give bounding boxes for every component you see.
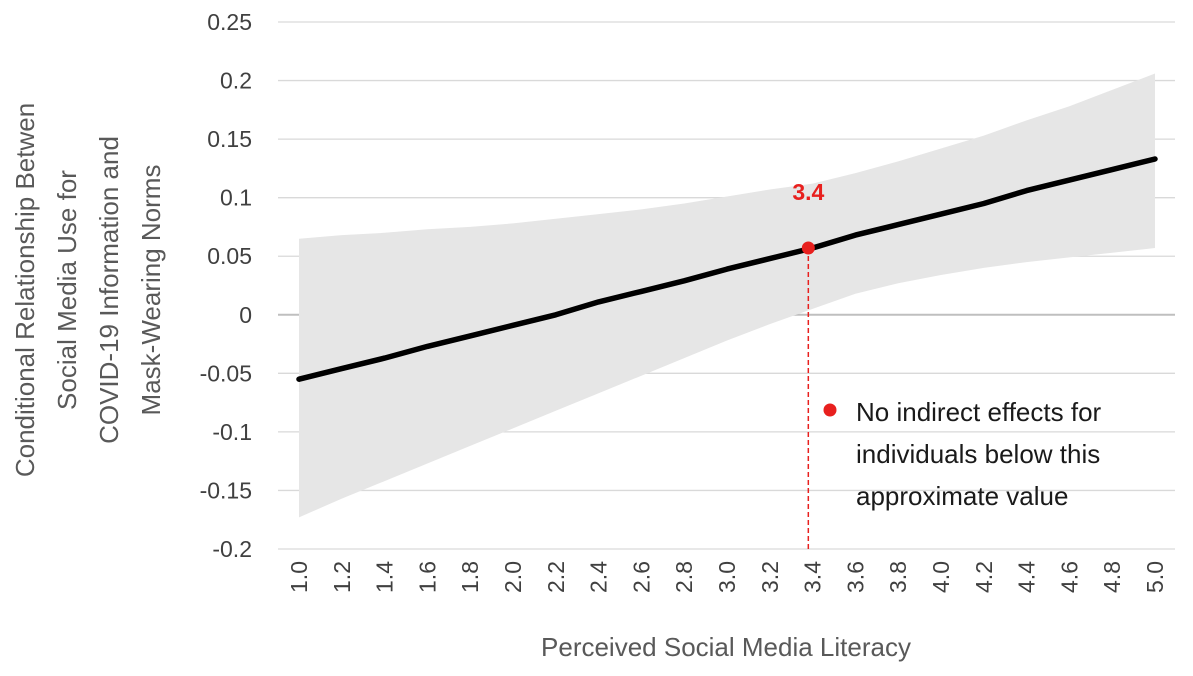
- legend-text-line: individuals below this: [856, 439, 1100, 469]
- x-tick-label: 2.2: [543, 561, 569, 593]
- x-axis-ticks: 1.0 1.2 1.4 1.6 1.8 2.0 2.2 2.4 2.6 2.8 3.0 3.2 3.4 3…: [286, 561, 1168, 593]
- y-tick-label: -0.15: [200, 477, 252, 503]
- x-tick-label: 1.4: [372, 561, 398, 593]
- x-tick-label: 1.6: [414, 561, 440, 593]
- x-axis-title: Perceived Social Media Literacy: [541, 632, 911, 662]
- y-tick-label: 0.1: [220, 185, 252, 211]
- y-axis-title: Conditional Relationship Betwen Social Me…: [10, 103, 166, 477]
- x-tick-label: 2.8: [671, 561, 697, 593]
- x-tick-label: 3.4: [800, 561, 826, 593]
- y-tick-label: 0.25: [207, 9, 252, 35]
- x-tick-label: 2.4: [586, 561, 612, 593]
- x-tick-label: 3.6: [842, 561, 868, 593]
- series-lines: [296, 156, 1158, 382]
- x-tick-label: 2.6: [628, 561, 654, 593]
- x-tick-label: 1.0: [286, 561, 312, 593]
- x-tick-label: 4.2: [971, 561, 997, 593]
- y-tick-label: 0.2: [220, 68, 252, 94]
- y-axis-ticks: 0.25 0.2 0.15 0.1 0.05 0 -0.05 -0.1 -0.15 -0.2: [200, 9, 252, 562]
- y-axis-title-line: Social Media Use for: [52, 170, 82, 410]
- threshold-value-label: 3.4: [792, 179, 824, 205]
- y-tick-label: 0: [239, 302, 252, 328]
- x-tick-label: 2.0: [500, 561, 526, 593]
- x-tick-label: 5.0: [1142, 561, 1168, 593]
- x-tick-label: 3.0: [714, 561, 740, 593]
- x-tick-label: 4.8: [1099, 561, 1125, 593]
- legend-text-line: No indirect effects for: [856, 397, 1102, 427]
- y-tick-label: 0.15: [207, 126, 252, 152]
- legend-text-line: approximate value: [856, 481, 1068, 511]
- confidence-band: [299, 73, 1155, 518]
- x-tick-label: 4.4: [1014, 561, 1040, 593]
- y-tick-label: 0.05: [207, 243, 252, 269]
- x-tick-label: 1.8: [457, 561, 483, 593]
- confidence-band-area: [299, 73, 1155, 518]
- x-tick-label: 1.2: [329, 561, 355, 593]
- series-line-effect: [296, 156, 1158, 382]
- y-axis-title-line: Conditional Relationship Betwen: [10, 103, 40, 477]
- x-tick-label: 4.6: [1056, 561, 1082, 593]
- y-tick-label: -0.2: [212, 536, 252, 562]
- legend: No indirect effects for individuals below…: [823, 397, 1102, 511]
- threshold-point: [801, 241, 815, 255]
- y-axis-title-line: COVID-19 Information and: [94, 136, 124, 444]
- legend-marker: [823, 403, 837, 417]
- x-tick-label: 4.0: [928, 561, 954, 593]
- y-axis-title-line: Mask-Wearing Norms: [136, 165, 166, 416]
- x-tick-label: 3.8: [885, 561, 911, 593]
- y-tick-label: -0.05: [200, 360, 252, 386]
- x-tick-label: 3.2: [757, 561, 783, 593]
- y-tick-label: -0.1: [212, 419, 252, 445]
